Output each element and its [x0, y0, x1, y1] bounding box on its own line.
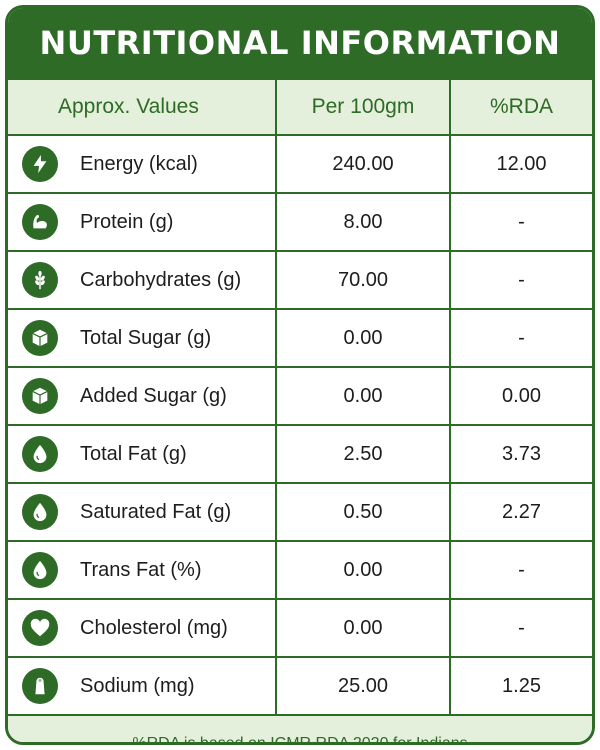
rda-value: -	[449, 250, 592, 310]
nutrition-table: Approx. Values Per 100gm %RDA Energy (kc…	[8, 78, 592, 716]
nutrient-cell: Energy (kcal)	[8, 134, 277, 194]
nutrient-cell: Protein (g)	[8, 192, 277, 252]
footnote: %RDA is based on ICMR RDA 2020 for India…	[132, 735, 468, 745]
per-100gm-value: 0.00	[275, 540, 451, 600]
sugar-cube-icon	[22, 320, 58, 356]
nutrient-name: Total Sugar (g)	[80, 326, 212, 349]
table-row: Added Sugar (g) 0.00 0.00	[8, 366, 592, 426]
nutrient-cell: Added Sugar (g)	[8, 366, 277, 426]
per-100gm-value: 0.00	[275, 366, 451, 426]
flexed-arm-icon	[22, 204, 58, 240]
rda-value: 12.00	[449, 134, 592, 194]
per-100gm-value: 240.00	[275, 134, 451, 194]
per-100gm-value: 0.00	[275, 598, 451, 658]
table-row: Total Fat (g) 2.50 3.73	[8, 424, 592, 484]
table-row: Carbohydrates (g) 70.00-	[8, 250, 592, 310]
rda-value: -	[449, 192, 592, 252]
oil-drop-icon	[22, 494, 58, 530]
table-row: Trans Fat (%) 0.00-	[8, 540, 592, 600]
nutrient-cell: Total Fat (g)	[8, 424, 277, 484]
per-100gm-value: 2.50	[275, 424, 451, 484]
nutrient-name: Added Sugar (g)	[80, 384, 227, 407]
nutrition-card: NUTRITIONAL INFORMATION Approx. Values P…	[5, 5, 595, 745]
footnote-bar: %RDA is based on ICMR RDA 2020 for India…	[8, 716, 592, 745]
nutrient-cell: Sodium (mg)	[8, 656, 277, 716]
per-100gm-value: 0.00	[275, 308, 451, 368]
column-header-approx-values: Approx. Values	[8, 78, 277, 136]
oil-drop-icon	[22, 436, 58, 472]
nutrient-name: Cholesterol (mg)	[80, 616, 228, 639]
table-row: Saturated Fat (g) 0.50 2.27	[8, 482, 592, 542]
heart-icon	[22, 610, 58, 646]
oil-drop-icon	[22, 552, 58, 588]
nutrient-name: Total Fat (g)	[80, 442, 187, 465]
rda-value: 1.25	[449, 656, 592, 716]
rda-value: -	[449, 598, 592, 658]
nutrient-cell: Saturated Fat (g)	[8, 482, 277, 542]
title-bar: NUTRITIONAL INFORMATION	[8, 8, 592, 78]
page-title: NUTRITIONAL INFORMATION	[39, 24, 561, 62]
nutrient-cell: Total Sugar (g)	[8, 308, 277, 368]
per-100gm-value: 25.00	[275, 656, 451, 716]
rda-value: -	[449, 540, 592, 600]
rda-value: -	[449, 308, 592, 368]
rda-value: 0.00	[449, 366, 592, 426]
nutrient-name: Saturated Fat (g)	[80, 500, 232, 523]
sugar-cube-icon	[22, 378, 58, 414]
per-100gm-value: 8.00	[275, 192, 451, 252]
rda-value: 3.73	[449, 424, 592, 484]
salt-shaker-icon	[22, 668, 58, 704]
nutrient-name: Sodium (mg)	[80, 674, 195, 697]
column-header-per-100gm: Per 100gm	[275, 78, 451, 136]
per-100gm-value: 70.00	[275, 250, 451, 310]
nutrient-cell: Trans Fat (%)	[8, 540, 277, 600]
nutrient-cell: Cholesterol (mg)	[8, 598, 277, 658]
nutrient-name: Energy (kcal)	[80, 152, 198, 175]
table-row: Total Sugar (g) 0.00-	[8, 308, 592, 368]
per-100gm-value: 0.50	[275, 482, 451, 542]
nutrient-name: Protein (g)	[80, 210, 174, 233]
rda-value: 2.27	[449, 482, 592, 542]
lightning-bolt-icon	[22, 146, 58, 182]
table-row: Protein (g) 8.00-	[8, 192, 592, 252]
column-header-rda: %RDA	[449, 78, 592, 136]
nutrient-cell: Carbohydrates (g)	[8, 250, 277, 310]
wheat-icon	[22, 262, 58, 298]
nutrient-name: Carbohydrates (g)	[80, 268, 242, 291]
header-row: Approx. Values Per 100gm %RDA	[8, 78, 592, 136]
table-row: Cholesterol (mg) 0.00-	[8, 598, 592, 658]
table-row: Energy (kcal) 240.00 12.00	[8, 134, 592, 194]
table-row: Sodium (mg) 25.00 1.25	[8, 656, 592, 716]
nutrient-name: Trans Fat (%)	[80, 558, 202, 581]
